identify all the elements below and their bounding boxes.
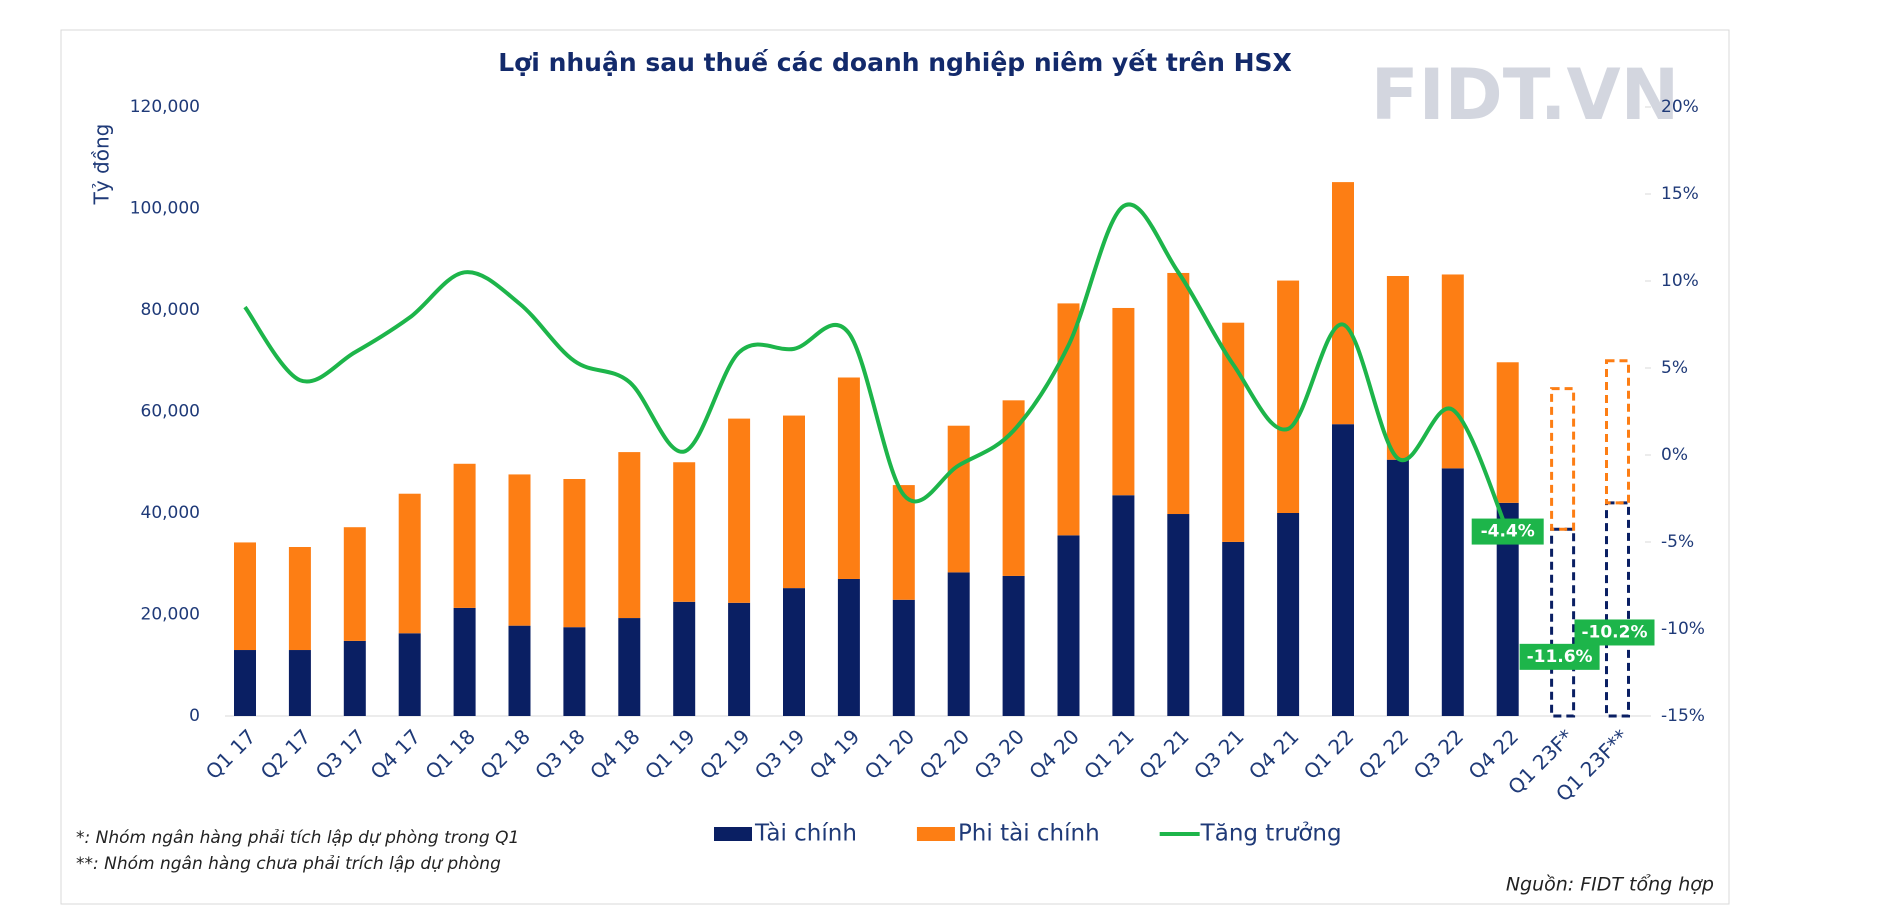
y2-tick-label: -10% [1661, 619, 1705, 639]
annotation-bg [1574, 619, 1655, 646]
legend-label: Phi tài chính [958, 821, 1100, 847]
bar [1441, 274, 1464, 469]
footnote: **: Nhóm ngân hàng chưa phải trích lập d… [76, 854, 501, 874]
bar [1057, 303, 1080, 536]
y-axis-label: Tỷ đồng [90, 124, 114, 206]
legend-label: Tài chính [754, 821, 857, 847]
bar [947, 425, 970, 573]
bar [508, 625, 531, 716]
bar [343, 527, 366, 641]
y2-tick-label: 10% [1661, 271, 1699, 291]
y2-tick-label: -15% [1661, 706, 1705, 726]
bar [343, 640, 366, 716]
bar [563, 478, 586, 628]
bar [1605, 359, 1630, 505]
bar [234, 650, 256, 716]
bar [1332, 182, 1354, 425]
bar [1550, 387, 1576, 531]
value-label-bg [1471, 518, 1544, 545]
bar [1222, 322, 1245, 542]
y-tick-label: 40,000 [141, 503, 200, 523]
bar [1332, 424, 1354, 716]
y2-tick-label: 0% [1661, 445, 1688, 465]
watermark: FIDT.VN [1371, 54, 1679, 136]
y-tick-label: 20,000 [141, 605, 200, 625]
bar [1112, 495, 1135, 716]
bar [728, 602, 751, 716]
annotation-bg [1519, 643, 1600, 670]
bar [673, 462, 696, 602]
bar [1167, 514, 1190, 716]
bar [1057, 535, 1080, 716]
legend-label: Tăng trưởng [1200, 821, 1342, 847]
bar [1002, 400, 1025, 576]
bar [783, 588, 805, 716]
y-tick-label: 120,000 [130, 97, 200, 117]
source: Nguồn: FIDT tổng hợp [1506, 874, 1714, 896]
bar [618, 452, 641, 619]
bar [453, 607, 476, 716]
y2-tick-label: -5% [1661, 532, 1694, 552]
bar [1112, 307, 1135, 496]
bar [398, 633, 421, 716]
annotation: -10.2% [1581, 622, 1647, 642]
bar [453, 463, 476, 608]
legend-swatch [714, 827, 752, 841]
y2-tick-label: 20% [1661, 97, 1699, 117]
bar [1386, 275, 1409, 460]
bar [398, 493, 421, 634]
bar [673, 601, 696, 716]
bar [783, 415, 805, 589]
bar [1222, 541, 1245, 716]
bar [288, 650, 311, 716]
bar [1277, 280, 1300, 513]
bar [728, 418, 751, 603]
bar [1496, 502, 1519, 716]
bar [618, 618, 641, 716]
annotation: -11.6% [1527, 647, 1593, 667]
bar [1277, 513, 1300, 716]
bar [288, 547, 311, 651]
y-tick-label: 60,000 [141, 402, 200, 422]
y2-tick-label: 5% [1661, 358, 1688, 378]
y-tick-label: 80,000 [141, 300, 200, 320]
bar [1386, 459, 1409, 716]
chart-title: Lợi nhuận sau thuế các doanh nghiệp niêm… [498, 48, 1292, 77]
bar [892, 599, 915, 716]
bar [947, 572, 970, 716]
y-tick-label: 0 [189, 706, 200, 726]
y-tick-label: 100,000 [130, 199, 200, 219]
bar [1441, 468, 1464, 716]
bar [892, 485, 915, 600]
bar [837, 578, 860, 716]
legend-swatch [916, 827, 955, 841]
bar [837, 377, 860, 579]
value-label: -4.4% [1481, 522, 1535, 542]
bar [1002, 575, 1025, 716]
bar [508, 474, 531, 626]
bar [1496, 362, 1519, 503]
footnote: *: Nhóm ngân hàng phải tích lập dự phòng… [76, 828, 519, 848]
y2-tick-label: 15% [1661, 184, 1699, 204]
bar [1167, 272, 1190, 515]
bar [563, 627, 586, 716]
bar [234, 542, 256, 651]
growth-line [243, 202, 1510, 533]
